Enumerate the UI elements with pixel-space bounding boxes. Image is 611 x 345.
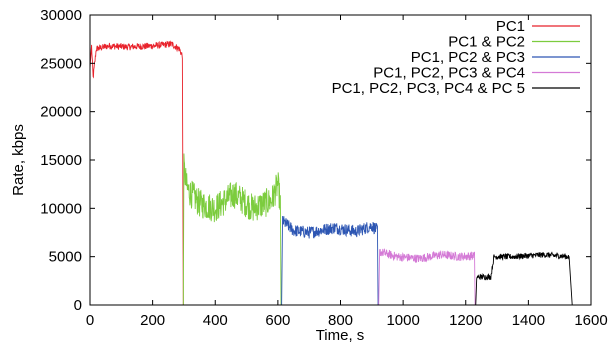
x-axis-label: Time, s xyxy=(316,327,365,344)
legend-label-5: PC1, PC2, PC3, PC4 & PC 5 xyxy=(332,80,525,97)
y-tick-label-0: 0 xyxy=(74,297,82,314)
series-line-1 xyxy=(89,40,184,306)
y-tick-label-6: 30000 xyxy=(40,7,82,24)
y-tick-label-5: 25000 xyxy=(40,55,82,72)
y-tick-label-4: 20000 xyxy=(40,104,82,121)
legend-label-1: PC1 xyxy=(496,18,525,35)
axes: 0 200 400 600 800 1000 1200 1400 1600 0 5000 10000 1… xyxy=(40,7,607,329)
legend-label-2: PC1 & PC2 xyxy=(448,34,525,51)
x-tick-label-8: 1600 xyxy=(574,312,607,329)
x-tick-label-5: 1000 xyxy=(386,312,419,329)
x-tick-label-2: 400 xyxy=(203,312,228,329)
y-axis-label: Rate, kbps xyxy=(10,124,27,196)
y-tick-label-3: 15000 xyxy=(40,152,82,169)
x-tick-label-0: 0 xyxy=(86,312,94,329)
series-line-5 xyxy=(475,251,573,306)
plot-area xyxy=(89,40,573,306)
series-line-4 xyxy=(378,248,476,306)
x-tick-label-7: 1400 xyxy=(512,312,545,329)
x-tick-label-6: 1200 xyxy=(449,312,482,329)
y-tick-label-2: 10000 xyxy=(40,200,82,217)
series-line-3 xyxy=(281,216,379,306)
legend-label-3: PC1, PC2 & PC3 xyxy=(411,49,525,66)
x-tick-label-1: 200 xyxy=(140,312,165,329)
legend-label-4: PC1, PC2, PC3 & PC4 xyxy=(373,65,525,82)
x-tick-label-4: 800 xyxy=(328,312,353,329)
x-tick-label-3: 600 xyxy=(265,312,290,329)
series-line-2 xyxy=(182,153,282,306)
y-tick-label-1: 5000 xyxy=(49,249,82,266)
